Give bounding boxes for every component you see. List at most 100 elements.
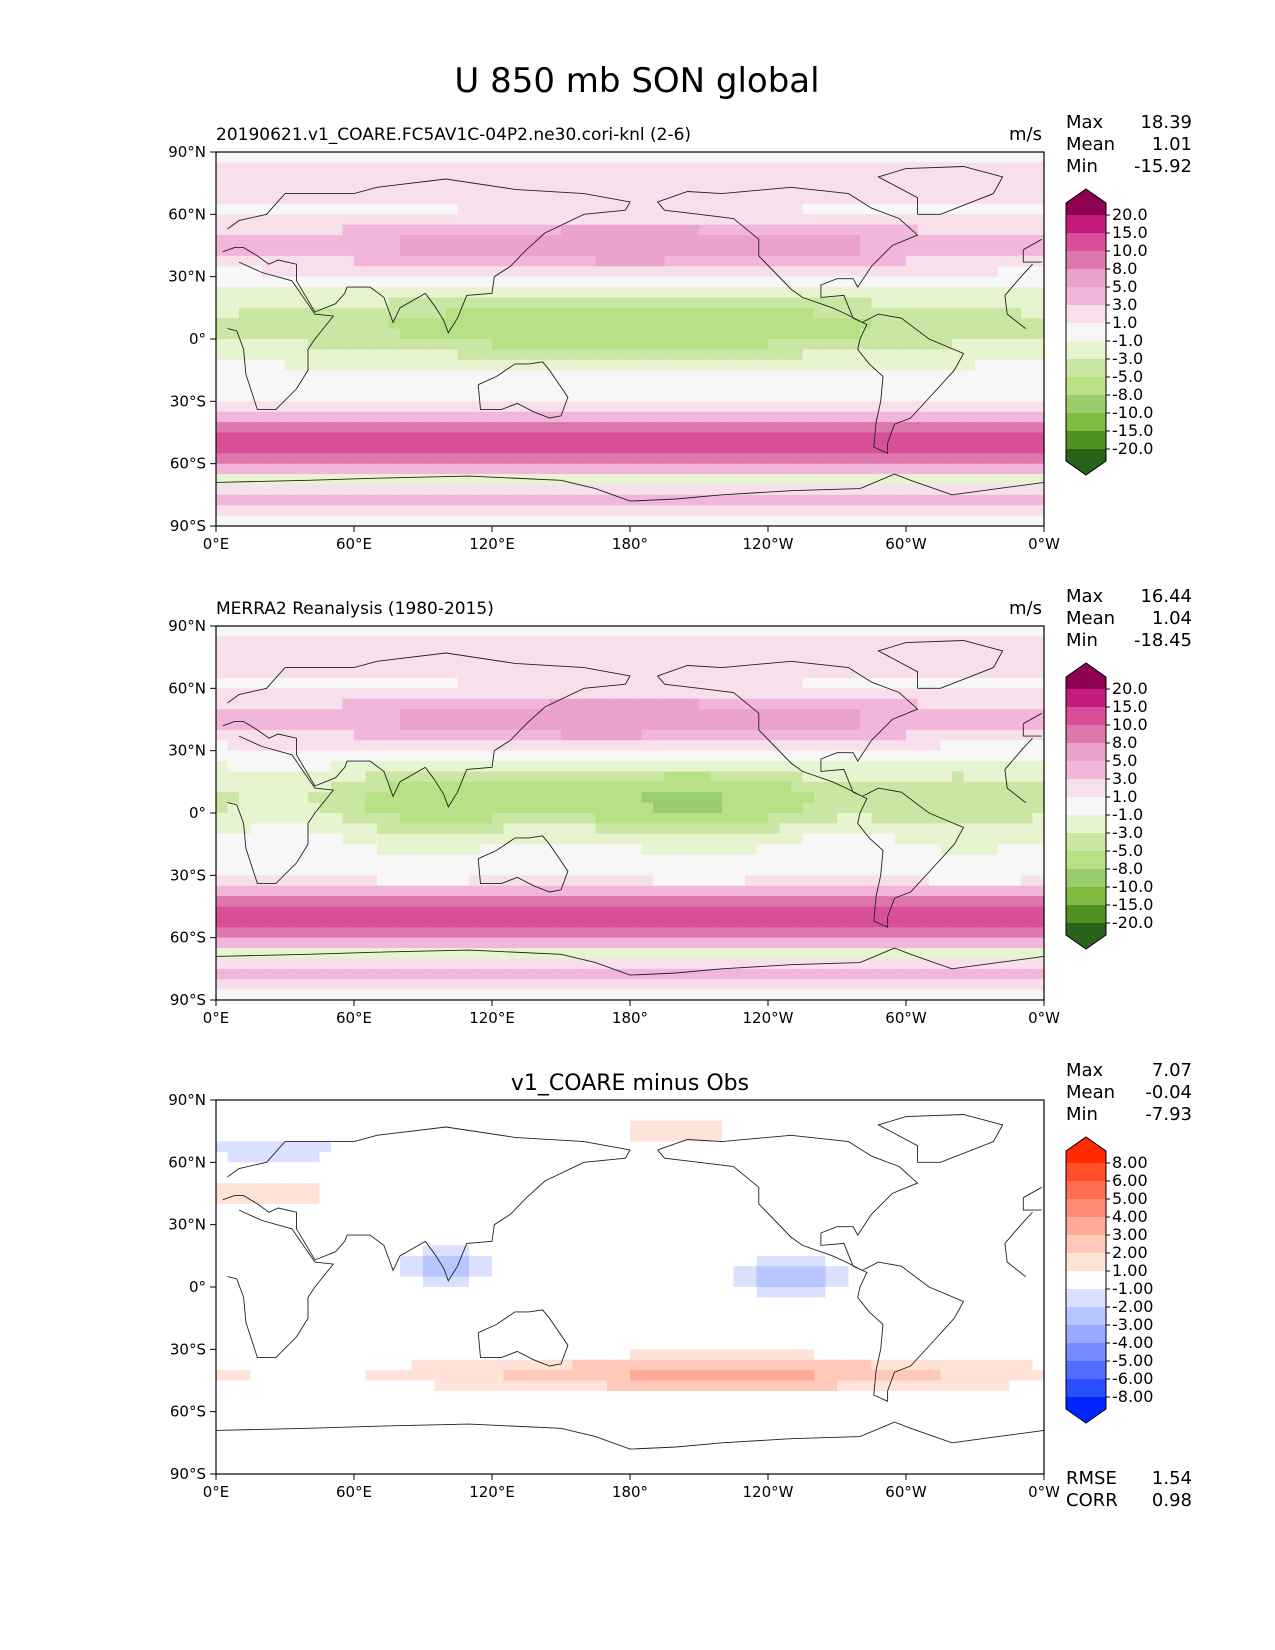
field-cell [998,729,1011,741]
field-cell [1021,896,1034,908]
field-cell [1032,349,1045,361]
field-cell [572,255,585,267]
field-cell [492,453,505,465]
field-cell [411,802,424,814]
field-cell [342,937,355,949]
field-cell [469,740,482,752]
field-cell [975,677,988,689]
field-cell [434,729,447,741]
field-cell [791,380,804,392]
field-cell [837,235,850,247]
field-cell [768,667,781,679]
field-cell [331,339,344,350]
field-cell [618,802,631,814]
field-cell [607,833,620,845]
field-cell [515,833,528,845]
field-cell [975,636,988,648]
field-cell [653,152,666,163]
field-cell [285,927,298,939]
field-cell [515,813,528,824]
field-cell [894,453,907,465]
field-cell [802,636,815,648]
field-cell [848,677,861,689]
field-cell [296,172,309,184]
field-cell [883,833,896,845]
field-cell [262,646,275,658]
field-cell [940,255,953,267]
field-cell [342,833,355,845]
field-cell [814,401,827,413]
field-cell [262,761,275,773]
field-cell [768,885,781,897]
field-cell [998,245,1011,257]
field-cell [503,646,516,658]
field-cell [469,505,482,517]
field-cell [250,255,263,267]
field-cell [388,885,401,897]
field-cell [285,802,298,814]
field-cell [641,854,654,866]
field-cell [825,463,838,475]
field-cell [503,370,516,382]
field-cell [250,626,263,637]
field-cell [250,729,263,741]
field-cell [216,740,229,752]
field-cell [411,636,424,648]
field-cell [503,266,516,278]
field-cell [377,432,390,444]
field-cell [1032,255,1045,267]
field-cell [469,287,482,299]
field-cell [503,152,516,163]
field-cell [1032,484,1045,496]
field-cell [710,255,723,267]
field-cell [538,224,551,236]
field-cell [630,494,643,506]
field-cell [227,474,240,486]
field-cell [273,646,286,658]
field-cell [549,844,562,856]
field-cell [630,380,643,392]
field-cell [342,854,355,866]
field-cell [733,906,746,918]
field-cell [549,484,562,496]
field-cell [664,750,677,762]
field-cell [515,214,528,226]
field-cell [975,203,988,215]
field-cell [940,875,953,887]
field-cell [986,916,999,928]
field-cell [377,484,390,496]
field-cell [618,172,631,184]
field-cell [664,463,677,475]
field-cell [446,318,459,330]
field-cell [779,854,792,866]
field-cell [676,896,689,908]
field-cell [814,750,827,762]
field-cell [975,442,988,454]
field-cell [572,823,585,835]
field-cell [469,484,482,496]
field-cell [561,515,574,527]
field-cell [434,255,447,267]
field-cell [561,401,574,413]
field-cell [400,370,413,382]
field-cell [768,626,781,637]
field-cell [572,422,585,434]
field-cell [308,484,321,496]
field-cell [641,266,654,278]
field-cell [365,937,378,949]
field-cell [607,401,620,413]
field-cell [480,349,493,361]
field-cell [503,172,516,184]
field-cell [630,927,643,939]
field-cell [756,266,769,278]
field-cell [595,266,608,278]
field-cell [503,916,516,928]
field-cell [1032,802,1045,814]
field-cell [1009,864,1022,876]
field-cell [273,287,286,299]
field-cell [906,677,919,689]
field-cell [607,224,620,236]
field-cell [526,948,539,960]
field-cell [986,626,999,637]
field-cell [676,183,689,195]
